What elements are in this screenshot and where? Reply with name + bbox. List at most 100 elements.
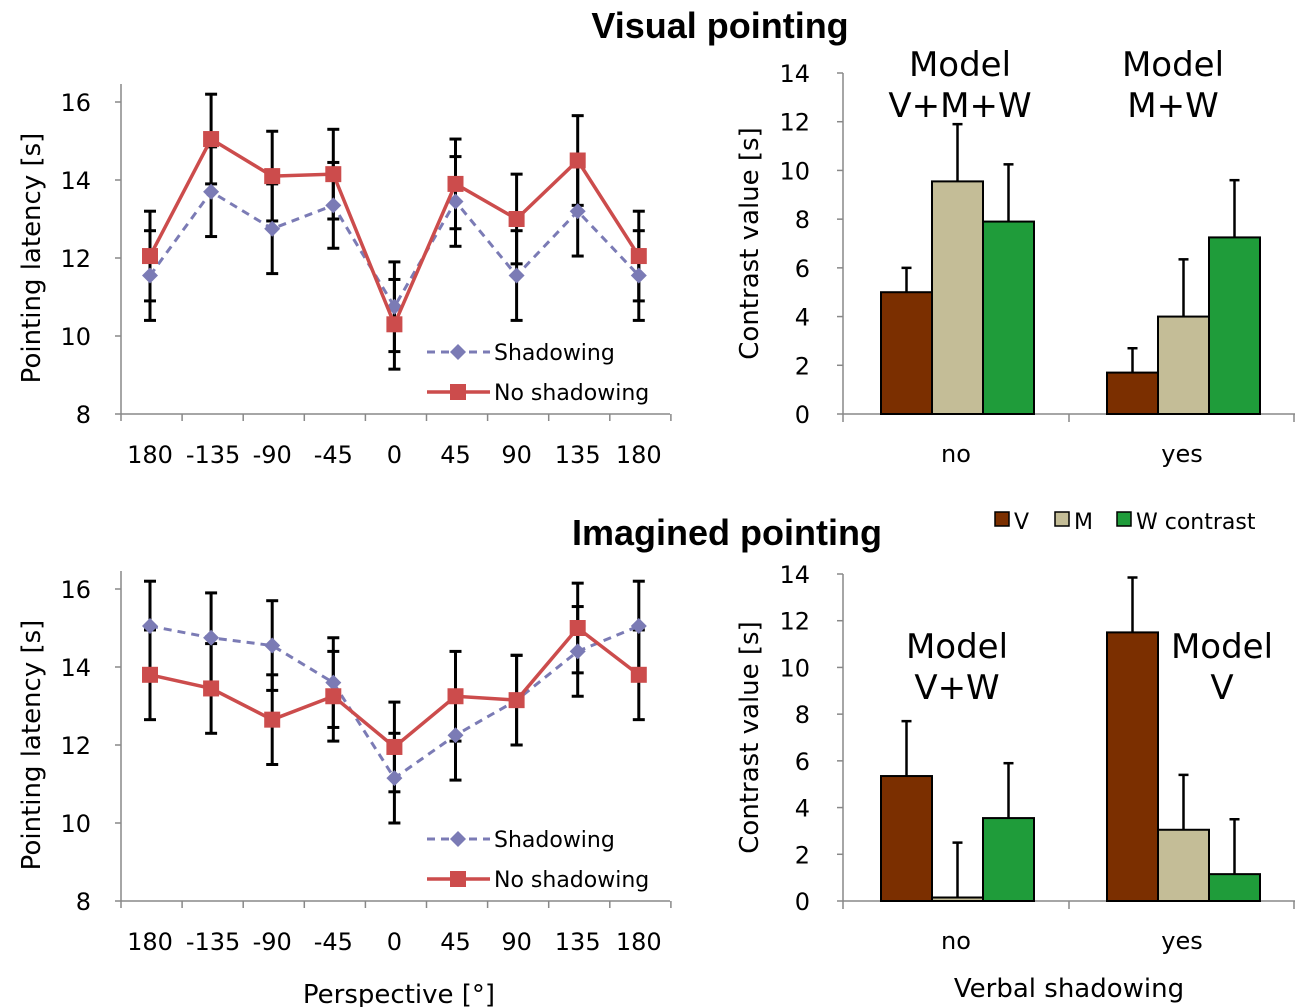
x-tick-label: 45	[440, 441, 471, 469]
data-point-shadowing	[203, 629, 220, 646]
bar-v	[880, 291, 933, 416]
bar-legend-swatch	[1116, 511, 1132, 527]
x-tick-label: -135	[186, 928, 240, 956]
legend-label-shadowing: Shadowing	[494, 828, 615, 853]
data-point-no-shadowing	[203, 680, 220, 697]
x-tick-label: 180	[616, 441, 662, 469]
title-imagined-pointing: Imagined pointing	[572, 512, 882, 553]
bar-v	[1106, 371, 1159, 416]
x-tick-label: 135	[555, 928, 601, 956]
title-visual-pointing: Visual pointing	[591, 5, 848, 46]
bar-v	[1106, 631, 1159, 903]
model-annotation: M+W	[1127, 86, 1218, 126]
legend-marker-no-shadowing	[450, 384, 466, 400]
data-point-shadowing	[508, 267, 525, 284]
data-point-shadowing	[325, 197, 342, 214]
data-point-shadowing	[142, 267, 158, 284]
y-tick-label: 10	[779, 157, 810, 185]
x-axis-label: Verbal shadowing	[954, 974, 1184, 1004]
x-tick-label: no	[941, 440, 971, 468]
legend-label-no-shadowing: No shadowing	[494, 868, 649, 893]
bar-legend: V M W contrast	[994, 510, 1256, 535]
y-tick-label: 14	[779, 60, 810, 88]
bar-legend-label: V	[1014, 510, 1029, 535]
data-point-shadowing	[569, 203, 586, 220]
line-legend: Shadowing No shadowing	[427, 828, 649, 893]
legend-label-shadowing: Shadowing	[494, 341, 615, 366]
model-annotation: Model	[1171, 627, 1273, 667]
legend-marker-no-shadowing	[450, 871, 466, 887]
data-point-no-shadowing	[142, 248, 158, 265]
x-tick-label: 0	[387, 441, 402, 469]
bar-legend-label: M	[1074, 510, 1093, 535]
y-axis-label: Pointing latency [s]	[17, 133, 47, 384]
data-point-no-shadowing	[508, 211, 525, 227]
x-axis-label: Perspective [°]	[303, 980, 495, 1007]
x-tick-label: -45	[314, 441, 353, 469]
imagined-line-chart: 8 10 12 14 16 180 -135 -90 -45 0 45 90 135 180 Pointin…	[17, 571, 672, 1007]
data-point-no-shadowing	[569, 620, 586, 636]
model-annotation: Model	[909, 45, 1011, 85]
data-point-shadowing	[203, 183, 220, 200]
data-point-no-shadowing	[386, 316, 403, 333]
data-point-shadowing	[325, 674, 342, 691]
x-tick-label: yes	[1161, 440, 1202, 468]
y-tick-label: 6	[795, 255, 810, 283]
y-tick-label: 10	[779, 654, 810, 682]
data-point-no-shadowing	[569, 152, 586, 169]
y-axis-label: Pointing latency [s]	[17, 620, 47, 871]
data-point-shadowing	[447, 727, 464, 744]
x-tick-label: 45	[440, 928, 471, 956]
y-tick-label: 10	[60, 323, 91, 351]
y-tick-label: 8	[76, 401, 91, 429]
bar-m	[1157, 828, 1210, 903]
y-tick-label: 12	[60, 245, 91, 273]
model-annotation: V+M+W	[888, 86, 1031, 126]
x-tick-label: 135	[555, 441, 601, 469]
data-point-no-shadowing	[325, 688, 342, 705]
line-legend: Shadowing No shadowing	[427, 341, 649, 406]
data-point-no-shadowing	[447, 688, 464, 705]
y-tick-label: 12	[60, 732, 91, 760]
data-point-no-shadowing	[203, 131, 220, 148]
series-line-shadowing	[148, 189, 640, 310]
data-point-no-shadowing	[325, 166, 342, 183]
bar-m	[931, 180, 984, 415]
y-tick-label: 0	[795, 888, 810, 916]
y-tick-label: 2	[795, 352, 810, 380]
data-point-shadowing	[264, 637, 281, 654]
data-point-no-shadowing	[630, 248, 647, 265]
y-tick-label: 12	[779, 109, 810, 137]
y-tick-label: 12	[779, 608, 810, 636]
bar-w	[1208, 873, 1261, 902]
legend-marker-shadowing	[450, 831, 466, 847]
y-tick-label: 6	[795, 748, 810, 776]
x-tick-label: yes	[1161, 927, 1202, 955]
bar-w	[1208, 236, 1261, 415]
model-annotation: Model	[906, 627, 1008, 667]
x-tick-label: -135	[186, 441, 240, 469]
x-tick-label: -90	[253, 928, 292, 956]
data-point-shadowing	[386, 770, 403, 787]
data-point-no-shadowing	[264, 168, 281, 185]
y-tick-label: 14	[60, 167, 91, 195]
y-tick-label: 2	[795, 841, 810, 869]
legend-marker-shadowing	[450, 344, 466, 360]
bar-m	[1157, 315, 1210, 416]
model-annotation: V+W	[914, 668, 999, 708]
y-tick-label: 8	[795, 701, 810, 729]
data-point-no-shadowing	[447, 175, 464, 192]
data-point-shadowing	[630, 618, 647, 635]
y-tick-label: 16	[60, 89, 91, 117]
data-point-no-shadowing	[630, 666, 647, 683]
y-tick-label: 14	[779, 561, 810, 589]
y-tick-label: 14	[60, 654, 91, 682]
y-tick-label: 8	[795, 206, 810, 234]
bar-m	[931, 896, 984, 902]
data-point-shadowing	[142, 618, 158, 635]
y-tick-label: 8	[76, 888, 91, 916]
y-axis-label: Contrast value [s]	[735, 127, 765, 359]
bar-legend-swatch	[994, 511, 1010, 527]
